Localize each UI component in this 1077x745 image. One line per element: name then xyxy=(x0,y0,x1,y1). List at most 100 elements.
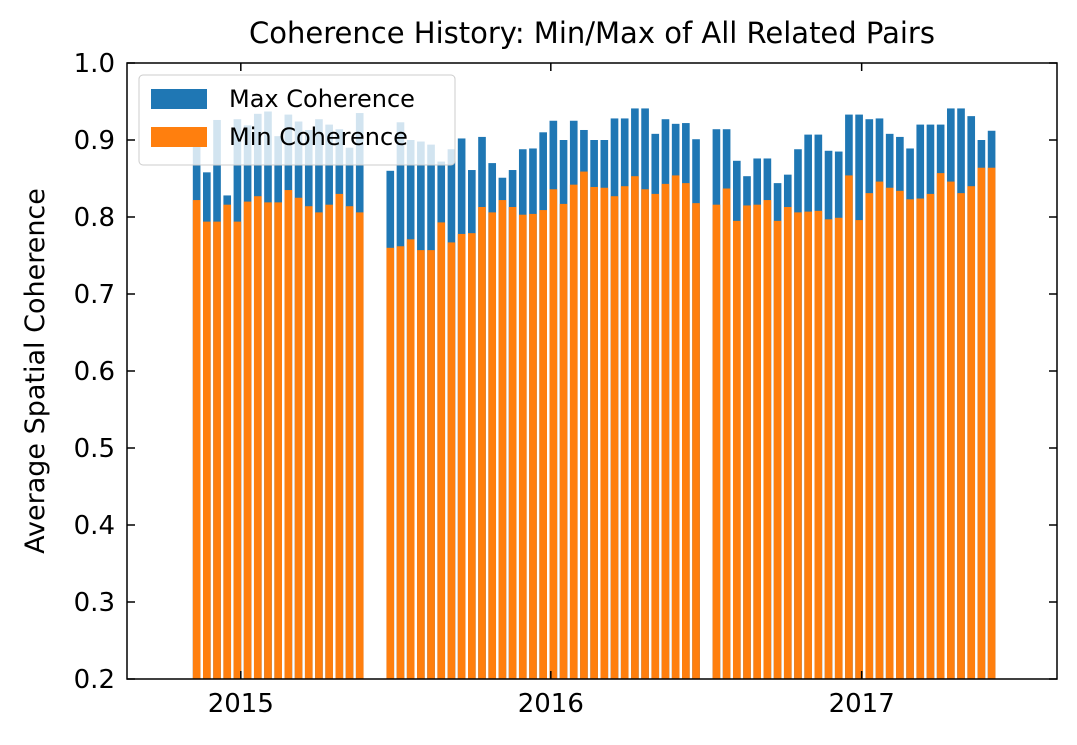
legend-label-max: Max Coherence xyxy=(229,85,415,113)
min-coherence-bar xyxy=(957,193,965,679)
min-coherence-bar xyxy=(845,175,853,680)
min-coherence-bar xyxy=(600,187,609,680)
min-coherence-bar xyxy=(977,167,986,679)
min-coherence-bar xyxy=(855,220,863,679)
min-coherence-bar xyxy=(671,175,680,680)
min-coherence-bar xyxy=(243,201,252,679)
min-coherence-bar xyxy=(335,193,344,679)
legend-swatch-min xyxy=(151,127,207,147)
min-coherence-bar xyxy=(447,242,456,679)
min-coherence-bar xyxy=(325,204,333,679)
y-tick-label: 0.9 xyxy=(74,126,115,156)
y-tick-label: 0.8 xyxy=(74,203,115,233)
min-coherence-bar xyxy=(651,193,660,679)
min-coherence-bar xyxy=(294,197,303,679)
min-coherence-bar xyxy=(692,203,700,679)
min-coherence-bar xyxy=(885,187,894,680)
min-coherence-bar xyxy=(661,183,670,679)
min-coherence-bar xyxy=(478,206,486,680)
bars-layer xyxy=(192,108,996,680)
y-axis-label: Average Spatial Coherence xyxy=(20,188,51,554)
min-coherence-bar xyxy=(233,221,242,679)
y-tick-label: 0.3 xyxy=(74,588,115,618)
min-coherence-bar xyxy=(824,219,833,679)
min-coherence-bar xyxy=(722,188,731,679)
min-coherence-bar xyxy=(284,190,293,680)
min-coherence-bar xyxy=(468,233,476,680)
min-coherence-bar xyxy=(865,193,874,679)
x-tick-label: 2017 xyxy=(829,689,895,719)
x-tick-label: 2015 xyxy=(208,689,274,719)
min-coherence-bar xyxy=(569,184,578,679)
y-tick-label: 0.2 xyxy=(74,665,115,695)
min-coherence-bar xyxy=(682,183,690,679)
min-coherence-bar xyxy=(896,190,904,679)
min-coherence-bar xyxy=(203,221,211,679)
min-coherence-bar xyxy=(315,212,323,679)
min-coherence-bar xyxy=(406,239,415,679)
min-coherence-bar xyxy=(773,220,782,679)
min-coherence-bar xyxy=(223,204,232,679)
min-coherence-bar xyxy=(906,199,914,680)
y-tick-label: 0.7 xyxy=(74,280,115,310)
min-coherence-bar xyxy=(539,210,547,679)
min-coherence-bar xyxy=(498,200,507,679)
min-coherence-bar xyxy=(345,206,354,679)
x-tick-label: 2016 xyxy=(518,689,584,719)
min-coherence-bar xyxy=(743,205,751,679)
min-coherence-bar xyxy=(610,196,619,679)
min-coherence-bar xyxy=(631,176,639,679)
min-coherence-bar xyxy=(926,193,935,679)
min-coherence-bar xyxy=(936,173,945,680)
min-coherence-bar xyxy=(274,202,282,679)
min-coherence-bar xyxy=(437,222,446,679)
min-coherence-bar xyxy=(987,167,996,679)
min-coherence-bar xyxy=(529,213,537,680)
min-coherence-bar xyxy=(253,196,262,679)
min-coherence-bar xyxy=(457,233,466,679)
min-coherence-bar xyxy=(386,247,395,680)
min-coherence-bar xyxy=(518,214,527,679)
chart-title: Coherence History: Min/Max of All Relate… xyxy=(249,16,935,50)
min-coherence-bar xyxy=(967,186,976,679)
min-coherence-bar xyxy=(732,220,741,679)
min-coherence-bar xyxy=(549,189,558,679)
y-tick-label: 0.6 xyxy=(74,357,115,387)
min-coherence-bar xyxy=(794,212,802,679)
min-coherence-bar xyxy=(753,204,762,679)
min-coherence-bar xyxy=(427,250,435,680)
min-coherence-bar xyxy=(641,189,649,679)
y-tick-label: 0.4 xyxy=(74,511,115,541)
min-coherence-bar xyxy=(488,212,497,679)
min-coherence-bar xyxy=(508,206,517,680)
min-coherence-bar xyxy=(620,186,629,679)
min-coherence-bar xyxy=(304,206,313,679)
min-coherence-bar xyxy=(396,246,405,679)
series-min-coherence xyxy=(192,167,996,680)
legend-swatch-max xyxy=(151,89,207,109)
min-coherence-bar xyxy=(213,221,221,679)
plot-frame xyxy=(126,62,1058,680)
y-tick-label: 0.5 xyxy=(74,434,115,464)
min-coherence-bar xyxy=(834,217,843,679)
min-coherence-bar xyxy=(264,202,272,679)
min-coherence-bar xyxy=(916,198,925,679)
min-coherence-bar xyxy=(559,203,568,679)
ticks-layer: 0.2 0.3 0.4 0.5 0.6 0.7 0.8 0.9 1.0 2015 2016 2017 xyxy=(74,49,1057,719)
min-coherence-bar xyxy=(580,171,588,679)
legend-box xyxy=(138,74,456,166)
min-coherence-bar xyxy=(417,250,425,680)
min-coherence-bar xyxy=(947,181,955,679)
y-tick-label: 1.0 xyxy=(74,49,115,79)
min-coherence-bar xyxy=(355,212,364,679)
legend: Max Coherence Min Coherence xyxy=(138,74,456,166)
min-coherence-bar xyxy=(712,204,721,679)
min-coherence-bar xyxy=(804,211,812,680)
min-coherence-bar xyxy=(763,200,772,679)
min-coherence-bar xyxy=(814,210,823,679)
min-coherence-bar xyxy=(875,181,884,679)
legend-label-min: Min Coherence xyxy=(229,123,408,151)
min-coherence-bar xyxy=(192,200,201,679)
